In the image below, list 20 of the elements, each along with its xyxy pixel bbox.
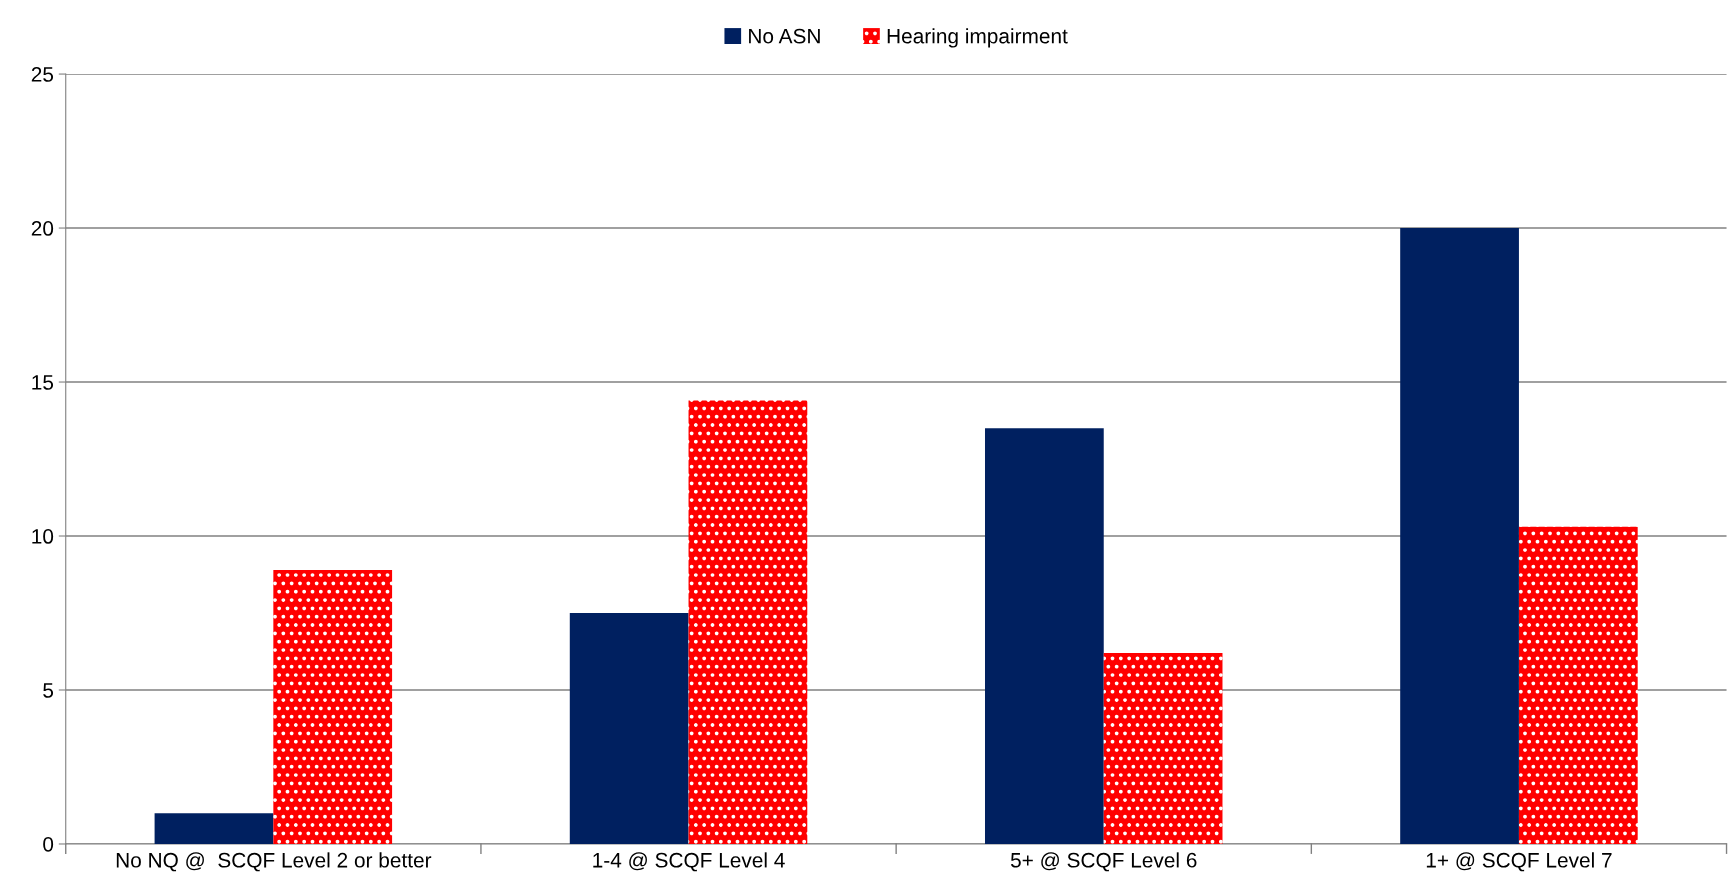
x-tick-label: 5+ @ SCQF Level 6	[1010, 852, 1197, 872]
bar	[984, 428, 1104, 844]
y-tick-label: 0	[43, 836, 54, 852]
legend-label: Hearing impairment	[887, 28, 1068, 48]
bar	[1518, 526, 1638, 844]
bar	[688, 400, 808, 844]
x-tick-label: 1-4 @ SCQF Level 4	[593, 852, 785, 872]
x-tick-label: 1+ @ SCQF Level 7	[1426, 852, 1612, 872]
x-tick-label: No NQ @ SCQF Level 2 or better	[116, 852, 432, 872]
y-tick-label: 5	[43, 683, 54, 698]
bar	[1400, 228, 1519, 844]
bar	[154, 813, 274, 844]
y-tick-label: 10	[32, 529, 54, 544]
y-tick-label: 15	[32, 375, 54, 390]
bar	[273, 569, 393, 844]
bar	[569, 613, 689, 844]
y-tick-label: 20	[31, 221, 54, 236]
legend-label: No ASN	[749, 28, 820, 44]
y-tick-label: 25	[31, 67, 54, 82]
bar	[1103, 653, 1223, 844]
